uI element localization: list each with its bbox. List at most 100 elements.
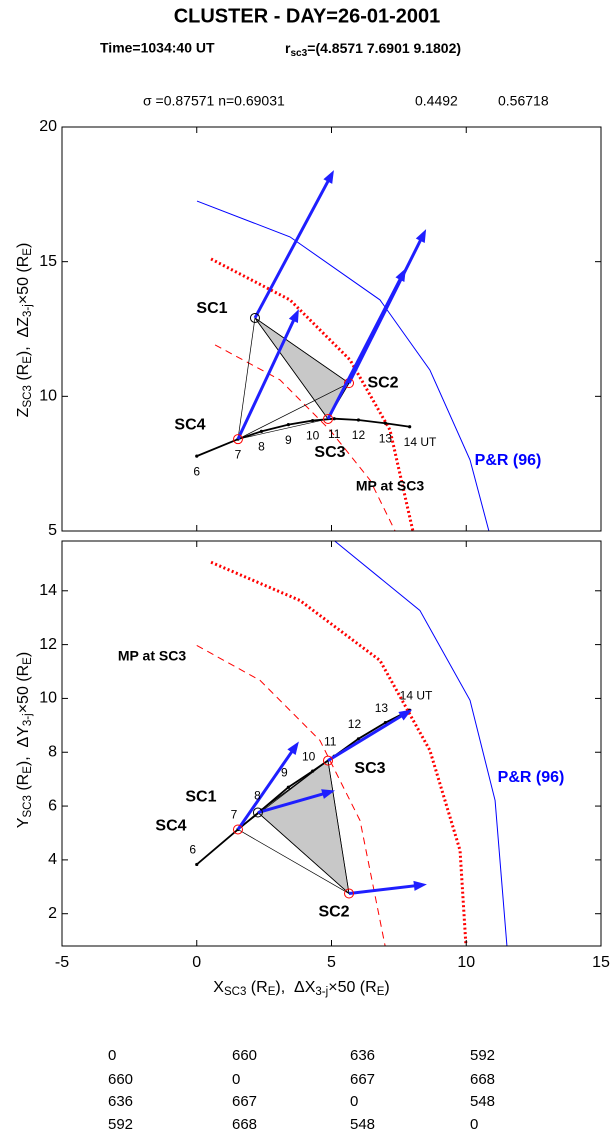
hour-label: 10 [302, 749, 316, 763]
vector [236, 747, 296, 831]
vector [327, 712, 407, 762]
y-tick-label: 6 [48, 797, 57, 814]
hour-label: 13 [375, 701, 389, 715]
y-tick-label: 2 [48, 905, 57, 922]
subscript: SC3 [22, 385, 34, 407]
y-tick-label: 10 [39, 388, 57, 405]
label-part: ) [15, 243, 32, 248]
label-part: Z [15, 407, 32, 417]
hour-label: 7 [231, 808, 238, 822]
hour-marker [286, 785, 290, 789]
tetrahedron-edge [237, 829, 350, 894]
boundary-curve [334, 541, 508, 946]
hour-label: 6 [193, 464, 200, 478]
spacecraft [344, 888, 355, 899]
vector-head [288, 309, 299, 323]
y-axis-label: YSC3 (RE), ΔY3-j×50 (RE) [15, 652, 34, 828]
subscript: 3-j [315, 986, 328, 998]
label-part: r [285, 40, 291, 56]
y-tick-label: 15 [39, 253, 57, 270]
time: Time=1034:40 UT [100, 40, 215, 56]
table-cell: 668 [232, 1116, 257, 1133]
tetrahedron-edge [327, 760, 350, 894]
hour-label: 14 UT [404, 435, 437, 449]
subscript: SC3 [22, 795, 34, 817]
spacecraft [232, 824, 243, 835]
x-tick-label: -5 [55, 954, 69, 971]
hour-marker [408, 425, 412, 429]
hour-label: 7 [235, 447, 242, 461]
label-part: (R [246, 979, 267, 996]
spacecraft-label: SC2 [367, 374, 398, 391]
vector [253, 176, 332, 319]
x-tick-label: 5 [327, 954, 336, 971]
hour-marker [356, 418, 361, 422]
hour-marker [332, 417, 336, 421]
table-cell: 660 [232, 1047, 257, 1064]
y-axis-label: ZSC3 (RE), ΔZ3-j×50 (RE) [15, 243, 34, 418]
y-tick-label: 4 [48, 851, 57, 868]
x-tick-label: 0 [192, 954, 201, 971]
table-cell: 667 [350, 1071, 375, 1088]
label-part: ), ΔY [15, 726, 32, 766]
hour-marker [356, 737, 361, 741]
spacecraft-label: SC2 [318, 904, 349, 921]
vector [326, 274, 404, 420]
plot-area [195, 541, 508, 946]
boundary-label: P&R (96) [475, 452, 542, 469]
subscript: SC3 [224, 986, 246, 998]
hour-label: 10 [306, 429, 320, 443]
hour-label: 9 [281, 765, 288, 779]
table-cell: 636 [108, 1093, 133, 1110]
spacecraft [232, 434, 243, 445]
label-part: ×50 (R [15, 665, 32, 713]
subscript: E [22, 657, 34, 665]
vector [257, 791, 328, 814]
plot-area [195, 170, 490, 531]
vector-head [415, 229, 427, 243]
hour-label: 13 [379, 431, 393, 445]
parameter: σ =0.87571 n=0.69031 [143, 93, 285, 109]
y-tick-label: 12 [39, 636, 57, 653]
boundary-curve [210, 560, 468, 946]
label-part: X [213, 979, 224, 996]
table-cell: 636 [350, 1047, 375, 1064]
spacecraft-label: SC3 [314, 444, 345, 461]
label-part: ) [384, 979, 389, 996]
boundary-label: P&R (96) [498, 769, 565, 786]
hour-label: 14 UT [400, 688, 433, 702]
table-cell: 592 [108, 1116, 133, 1133]
subscript: E [22, 356, 34, 364]
y-tick-label: 14 [39, 582, 57, 599]
vector-head [398, 709, 413, 721]
table-cell: 0 [470, 1116, 478, 1133]
spacecraft-label: SC4 [155, 818, 186, 835]
hour-marker [195, 862, 199, 867]
table-cell: 660 [108, 1071, 133, 1088]
y-tick-label: 5 [48, 522, 57, 539]
spacecraft-label: SC1 [196, 300, 227, 317]
spacecraft [322, 755, 333, 766]
x-tick-label: 15 [592, 954, 610, 971]
vector-head [413, 880, 427, 891]
label-part: ), ΔX [275, 979, 315, 996]
table-cell: 0 [108, 1047, 116, 1064]
y-tick-label: 20 [39, 118, 57, 135]
label-part: Y [15, 817, 32, 828]
boundary-curve [214, 344, 396, 531]
subscript: E [268, 986, 276, 998]
hour-label: 11 [324, 734, 337, 748]
title: CLUSTER - DAY=26-01-2001 [174, 5, 441, 27]
parameter: 0.56718 [498, 93, 549, 109]
x-axis-label: XSC3 (RE), ΔX3-j×50 (RE) [213, 979, 389, 998]
subscript: 3-j [22, 713, 34, 726]
hour-marker [311, 769, 315, 773]
hour-label: 11 [328, 427, 341, 441]
table-cell: 592 [470, 1047, 495, 1064]
position: rsc3=(4.8571 7.6901 9.1802) [285, 40, 461, 59]
tetrahedron-edge [257, 812, 350, 894]
x-tick-label: 10 [457, 954, 475, 971]
hour-label: 12 [348, 717, 362, 731]
